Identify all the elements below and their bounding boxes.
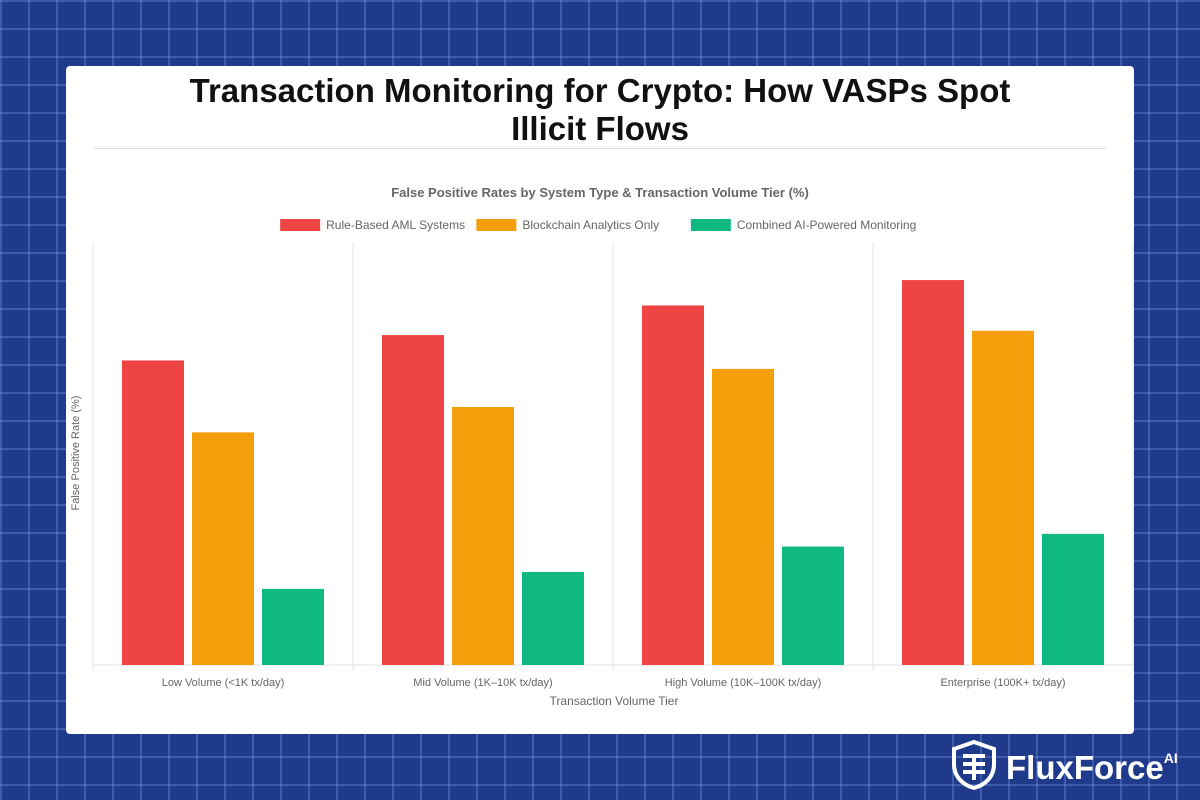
legend-label-1: Rule-Based AML Systems — [326, 218, 465, 232]
legend-label-2: Blockchain Analytics Only — [522, 218, 659, 232]
bar-3-4 — [1042, 533, 1104, 665]
bar-2-1 — [192, 432, 254, 665]
bar-chart: False Positive Rates by System Type & Tr… — [70, 185, 1134, 708]
x-axis-label: Transaction Volume Tier — [550, 694, 679, 708]
shield-logo-icon — [952, 739, 996, 791]
bar-3-1 — [262, 588, 324, 665]
chart-card: Transaction Monitoring for Crypto: How V… — [66, 66, 1134, 734]
bar-1-2 — [382, 335, 444, 665]
bar-1-3 — [642, 305, 704, 665]
x-tick-label-2: Mid Volume (1K–10K tx/day) — [413, 677, 552, 689]
bar-2-4 — [972, 330, 1034, 665]
chart-title: False Positive Rates by System Type & Tr… — [391, 185, 809, 200]
brand-superscript: AI — [1163, 750, 1178, 766]
page-title-line-2: Illicit Flows — [511, 110, 689, 147]
bar-1-4 — [902, 280, 964, 665]
legend-swatch-1 — [280, 219, 321, 231]
legend-label-3: Combined AI-Powered Monitoring — [737, 218, 916, 232]
bar-2-3 — [712, 368, 774, 665]
brand-name: FluxForceAI — [1006, 748, 1178, 788]
legend-swatch-2 — [476, 219, 517, 231]
x-tick-label-1: Low Volume (<1K tx/day) — [162, 677, 285, 689]
y-axis-label: False Positive Rate (%) — [70, 396, 82, 511]
brand-logo: FluxForceAI — [950, 739, 1190, 796]
title-divider — [94, 148, 1106, 149]
bar-3-2 — [522, 571, 584, 665]
page-title-line-1: Transaction Monitoring for Crypto: How V… — [189, 72, 1011, 109]
legend-swatch-3 — [690, 219, 731, 231]
page-title: Transaction Monitoring for Crypto: How V… — [66, 72, 1134, 148]
x-tick-label-3: High Volume (10K–100K tx/day) — [665, 677, 822, 689]
bar-3-3 — [782, 546, 844, 665]
x-tick-label-4: Enterprise (100K+ tx/day) — [940, 677, 1065, 689]
brand-name-text: FluxForce — [1006, 749, 1164, 786]
bar-1-1 — [122, 360, 184, 665]
bar-2-2 — [452, 406, 514, 665]
